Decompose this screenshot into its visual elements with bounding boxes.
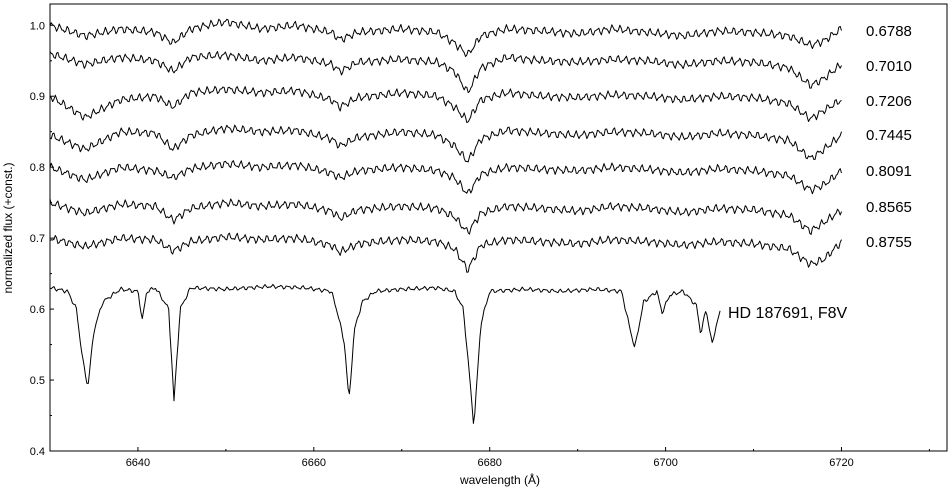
phase-label-5: 0.8565: [866, 199, 912, 216]
y-axis-label: normalized flux (+const.): [1, 162, 15, 293]
x-tick-label: 6660: [302, 457, 326, 469]
y-tick-label: 0.5: [30, 375, 45, 387]
plot-frame: [49, 3, 948, 452]
x-tick-label: 6700: [653, 457, 677, 469]
spectrum-line-0: [49, 18, 842, 57]
y-axis-ticks: 0.4 0.5 0.6 0.7 0.8 0.9 1.0: [30, 20, 54, 458]
spectrum-line-1: [49, 51, 842, 94]
phase-label-2: 0.7206: [866, 93, 912, 110]
x-axis-ticks: 6640 6660 6680 6700 6720: [49, 447, 930, 469]
x-tick-label: 6640: [126, 457, 150, 469]
star-label: HD 187691, F8V: [728, 305, 848, 322]
spectrum-line-2: [49, 85, 842, 123]
spectrum-line-3: [49, 124, 842, 163]
spectrum-line-5: [49, 198, 842, 235]
x-tick-label: 6720: [829, 457, 853, 469]
y-tick-label: 0.7: [30, 233, 45, 245]
y-tick-label: 0.6: [30, 304, 45, 316]
phase-label-1: 0.7010: [866, 58, 912, 75]
y-tick-label: 0.4: [30, 446, 45, 458]
spectra-layer: [49, 18, 842, 424]
x-axis-label: wavelength (Å): [459, 472, 540, 487]
phase-label-0: 0.6788: [866, 23, 912, 40]
y-tick-label: 0.8: [30, 162, 45, 174]
spectrum-line-4: [49, 160, 842, 195]
phase-label-6: 0.8755: [866, 234, 912, 251]
phase-label-3: 0.7445: [866, 127, 912, 144]
y-tick-label: 1.0: [30, 20, 45, 32]
y-tick-label: 0.9: [30, 91, 45, 103]
phase-label-4: 0.8091: [866, 163, 912, 180]
spectrum-line-6: [49, 232, 842, 273]
x-tick-label: 6680: [477, 457, 501, 469]
spectrum-line-7: [49, 283, 721, 424]
